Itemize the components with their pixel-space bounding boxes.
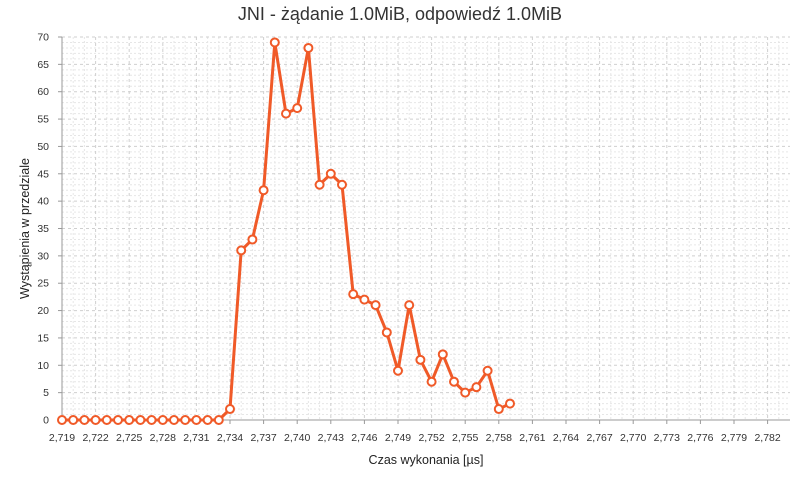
data-point <box>236 245 247 256</box>
x-tick-label: 2,752 <box>418 432 444 444</box>
data-point <box>124 415 135 425</box>
series <box>57 37 515 425</box>
y-tick-label: 30 <box>37 250 49 262</box>
x-tick-label: 2,737 <box>250 432 276 444</box>
x-tick-label: 2,740 <box>284 432 310 444</box>
y-tick-label: 20 <box>37 305 49 317</box>
data-point <box>225 404 235 415</box>
y-tick-label: 40 <box>37 196 49 208</box>
data-point <box>113 415 123 425</box>
y-tick-label: 0 <box>43 415 49 427</box>
x-axis-label: Czas wykonania [µs] <box>369 453 484 467</box>
data-point <box>460 387 471 398</box>
x-tick-label: 2,728 <box>150 432 176 444</box>
x-tick-label: 2,755 <box>452 432 478 444</box>
y-tick-label: 60 <box>37 86 49 98</box>
data-point <box>180 415 191 425</box>
data-point <box>157 415 168 425</box>
data-point <box>135 415 146 425</box>
data-point <box>449 376 459 387</box>
y-axis-label: Wystąpienia w przedziale <box>18 158 32 299</box>
x-tick-label: 2,779 <box>721 432 747 444</box>
y-tick-label: 25 <box>37 278 49 290</box>
data-point <box>426 376 437 387</box>
x-tick-label: 2,758 <box>486 432 512 444</box>
x-tick-label: 2,782 <box>754 432 780 444</box>
data-point <box>359 294 370 305</box>
data-point <box>505 398 515 409</box>
data-point <box>79 415 90 425</box>
y-tick-label: 50 <box>37 141 49 153</box>
data-point <box>90 415 101 425</box>
data-point <box>437 349 448 360</box>
y-tick-label: 70 <box>37 32 49 44</box>
grid <box>61 36 790 421</box>
data-point <box>101 415 112 425</box>
data-point <box>191 415 202 425</box>
x-tick-label: 2,734 <box>217 432 243 444</box>
data-point <box>281 108 291 119</box>
x-tick-label: 2,761 <box>519 432 545 444</box>
data-point <box>247 234 258 245</box>
x-tick-labels: 2,719 2,722 2,725 2,728 2,731 2,734 2,737 2,740… <box>49 420 781 444</box>
data-point <box>146 415 157 425</box>
data-point <box>68 415 79 425</box>
y-tick-label: 65 <box>37 59 49 71</box>
y-tick-labels: 0 5 10 15 20 25 30 35 40 45 50 55 60 65 70 <box>37 32 62 427</box>
x-tick-label: 2,767 <box>586 432 612 444</box>
data-point <box>169 415 179 425</box>
x-tick-label: 2,749 <box>385 432 411 444</box>
data-point <box>348 289 359 300</box>
data-point <box>325 168 336 179</box>
data-point <box>292 103 303 114</box>
data-point <box>370 300 381 311</box>
x-tick-label: 2,731 <box>183 432 209 444</box>
data-point <box>303 42 314 53</box>
data-point <box>493 404 504 415</box>
x-tick-label: 2,764 <box>553 432 579 444</box>
y-tick-label: 5 <box>43 387 49 399</box>
data-point <box>471 382 482 393</box>
data-point <box>337 179 347 190</box>
data-point <box>213 415 224 425</box>
x-tick-label: 2,722 <box>82 432 108 444</box>
data-point <box>314 179 325 190</box>
data-point <box>258 185 269 196</box>
data-point <box>202 415 213 425</box>
x-tick-label: 2,776 <box>687 432 713 444</box>
x-tick-label: 2,773 <box>654 432 680 444</box>
data-point <box>381 327 392 338</box>
x-tick-label: 2,770 <box>620 432 646 444</box>
data-point <box>415 354 426 365</box>
x-tick-label: 2,746 <box>351 432 377 444</box>
y-tick-label: 10 <box>37 360 49 372</box>
y-tick-label: 35 <box>37 223 49 235</box>
data-point <box>482 365 493 376</box>
x-tick-label: 2,725 <box>116 432 142 444</box>
data-point <box>393 365 403 376</box>
data-point <box>269 37 280 48</box>
data-point <box>57 415 67 425</box>
y-tick-label: 15 <box>37 332 49 344</box>
y-tick-label: 45 <box>37 168 49 180</box>
x-tick-label: 2,743 <box>318 432 344 444</box>
chart-title: JNI - żądanie 1.0MiB, odpowiedź 1.0MiB <box>237 4 563 24</box>
x-tick-label: 2,719 <box>49 432 75 444</box>
y-tick-label: 55 <box>37 114 49 126</box>
data-point <box>404 300 415 311</box>
